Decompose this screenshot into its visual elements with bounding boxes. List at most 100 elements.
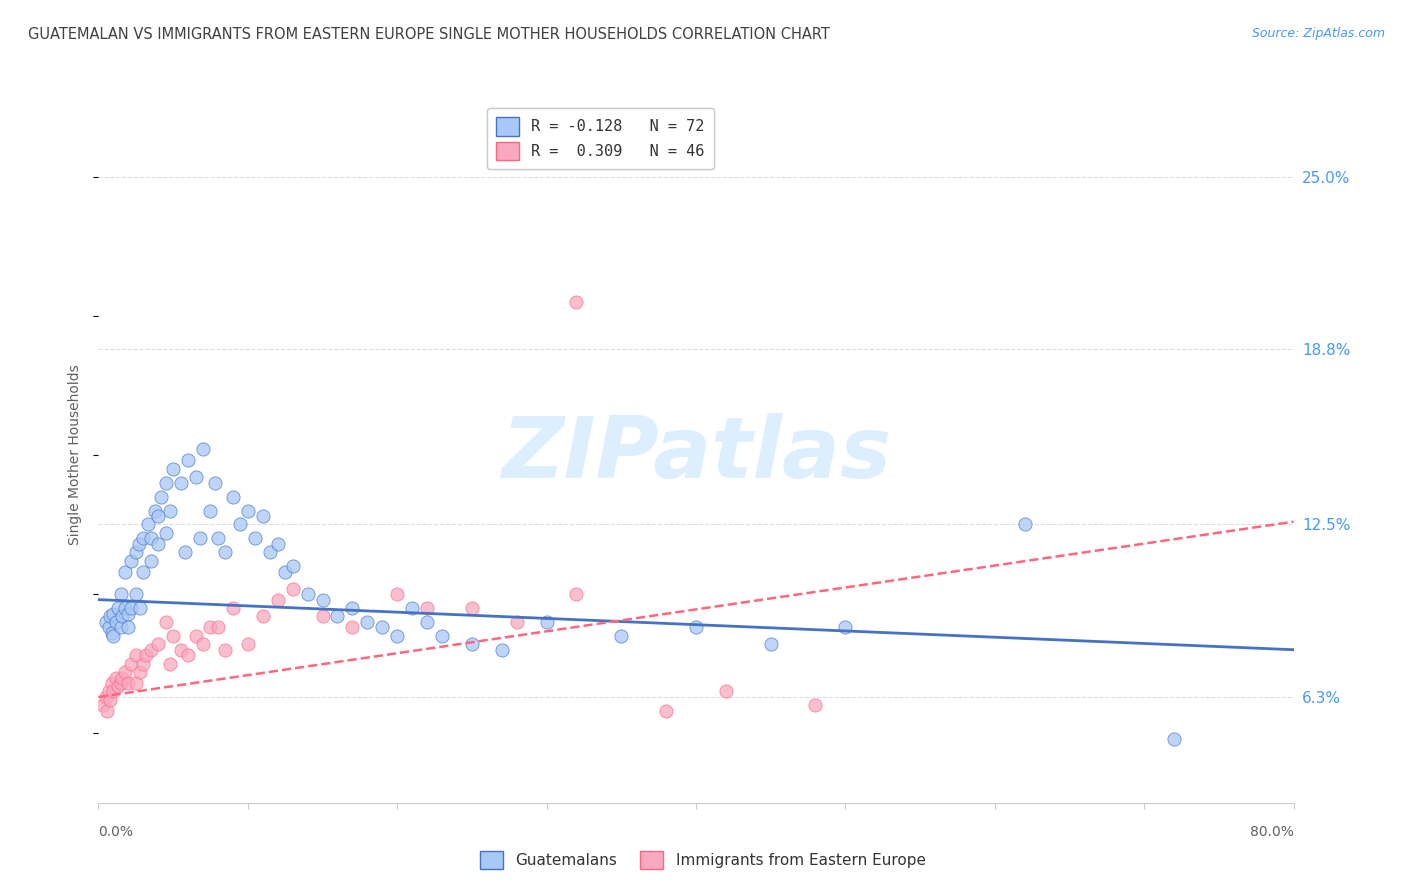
Point [139, 554, 162, 568]
Point [506, 615, 529, 629]
Point [191, 637, 214, 651]
Point [804, 698, 827, 713]
Point [461, 601, 484, 615]
Point [834, 620, 856, 634]
Point [94, 690, 117, 704]
Point [188, 532, 211, 546]
Point [148, 537, 170, 551]
Point [714, 684, 737, 698]
Point [222, 601, 245, 615]
Y-axis label: Single Mother Households: Single Mother Households [69, 365, 83, 545]
Point [281, 582, 304, 596]
Point [162, 462, 184, 476]
Point [685, 620, 707, 634]
Point [169, 475, 191, 490]
Point [101, 626, 124, 640]
Point [1014, 517, 1036, 532]
Point [174, 545, 197, 559]
Point [155, 475, 177, 490]
Point [114, 565, 136, 579]
Point [401, 601, 423, 615]
Point [430, 629, 453, 643]
Point [207, 620, 229, 634]
Point [114, 601, 136, 615]
Point [267, 537, 290, 551]
Point [252, 609, 274, 624]
Point [356, 615, 378, 629]
Point [326, 609, 349, 624]
Point [136, 517, 159, 532]
Point [311, 592, 333, 607]
Point [252, 509, 274, 524]
Point [114, 665, 136, 679]
Point [125, 545, 148, 559]
Point [100, 693, 122, 707]
Point [245, 532, 267, 546]
Text: 0.0%: 0.0% [98, 825, 134, 839]
Point [204, 475, 226, 490]
Point [385, 587, 409, 601]
Point [169, 642, 191, 657]
Point [103, 684, 125, 698]
Point [103, 629, 125, 643]
Point [274, 565, 297, 579]
Point [311, 609, 333, 624]
Point [155, 615, 177, 629]
Point [159, 657, 181, 671]
Point [200, 503, 222, 517]
Point [222, 490, 245, 504]
Point [177, 648, 200, 663]
Legend: R = -0.128   N = 72, R =  0.309   N = 46: R = -0.128 N = 72, R = 0.309 N = 46 [486, 108, 714, 169]
Point [117, 607, 139, 621]
Legend: Guatemalans, Immigrants from Eastern Europe: Guatemalans, Immigrants from Eastern Eur… [474, 845, 932, 875]
Point [177, 453, 200, 467]
Point [267, 592, 290, 607]
Point [107, 601, 129, 615]
Point [139, 532, 162, 546]
Point [491, 642, 513, 657]
Point [184, 470, 207, 484]
Point [129, 665, 152, 679]
Point [132, 565, 155, 579]
Point [132, 532, 155, 546]
Point [139, 642, 162, 657]
Point [117, 676, 139, 690]
Point [105, 615, 128, 629]
Point [150, 490, 173, 504]
Point [148, 509, 170, 524]
Point [101, 676, 124, 690]
Point [200, 620, 222, 634]
Text: GUATEMALAN VS IMMIGRANTS FROM EASTERN EUROPE SINGLE MOTHER HOUSEHOLDS CORRELATIO: GUATEMALAN VS IMMIGRANTS FROM EASTERN EU… [28, 27, 830, 42]
Point [125, 587, 148, 601]
Point [111, 671, 134, 685]
Point [565, 294, 588, 309]
Point [135, 648, 157, 663]
Point [125, 676, 148, 690]
Point [536, 615, 558, 629]
Point [281, 559, 304, 574]
Point [371, 620, 394, 634]
Point [110, 587, 132, 601]
Point [342, 620, 364, 634]
Point [259, 545, 281, 559]
Point [155, 525, 177, 540]
Point [1163, 731, 1185, 746]
Point [655, 704, 678, 718]
Point [416, 601, 439, 615]
Text: ZIPatlas: ZIPatlas [501, 413, 891, 497]
Point [214, 545, 236, 559]
Point [110, 676, 132, 690]
Point [148, 637, 170, 651]
Point [162, 629, 184, 643]
Point [214, 642, 236, 657]
Point [236, 637, 259, 651]
Point [143, 503, 166, 517]
Point [385, 629, 409, 643]
Point [759, 637, 782, 651]
Point [125, 648, 148, 663]
Point [297, 587, 319, 601]
Point [100, 609, 122, 624]
Point [103, 607, 125, 621]
Point [120, 601, 142, 615]
Point [105, 671, 128, 685]
